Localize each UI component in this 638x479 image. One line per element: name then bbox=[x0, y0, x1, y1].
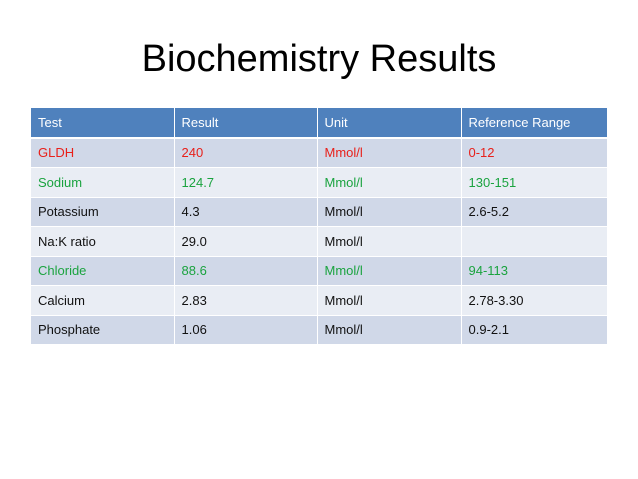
results-table: Test Result Unit Reference Range GLDH 24… bbox=[31, 108, 607, 345]
cell-unit: Mmol/l bbox=[317, 137, 462, 168]
table-row: Na:K ratio 29.0 Mmol/l bbox=[31, 226, 607, 257]
cell-result: 4.3 bbox=[174, 197, 318, 227]
cell-result: 2.83 bbox=[174, 285, 318, 316]
cell-unit: Mmol/l bbox=[317, 285, 462, 316]
table-row: Phosphate 1.06 Mmol/l 0.9-2.1 bbox=[31, 315, 607, 345]
cell-result: 124.7 bbox=[174, 167, 318, 198]
cell-test: Calcium bbox=[31, 285, 175, 316]
cell-range: 0.9-2.1 bbox=[461, 315, 607, 345]
cell-range: 0-12 bbox=[461, 137, 607, 168]
cell-test: Potassium bbox=[31, 197, 175, 227]
table-header-row: Test Result Unit Reference Range bbox=[31, 108, 607, 139]
table-row: Chloride 88.6 Mmol/l 94-113 bbox=[31, 256, 607, 286]
header-unit: Unit bbox=[317, 108, 462, 139]
cell-test: Phosphate bbox=[31, 315, 175, 345]
cell-test: Chloride bbox=[31, 256, 175, 286]
cell-result: 88.6 bbox=[174, 256, 318, 286]
page-title: Biochemistry Results bbox=[141, 38, 497, 80]
cell-range bbox=[461, 226, 607, 257]
cell-unit: Mmol/l bbox=[317, 315, 462, 345]
cell-test: Sodium bbox=[31, 167, 175, 198]
cell-result: 240 bbox=[174, 137, 318, 168]
header-reference-range: Reference Range bbox=[461, 108, 607, 139]
header-result: Result bbox=[174, 108, 318, 139]
cell-range: 130-151 bbox=[461, 167, 607, 198]
cell-range: 2.6-5.2 bbox=[461, 197, 607, 227]
header-test: Test bbox=[31, 108, 175, 139]
table-row: Sodium 124.7 Mmol/l 130-151 bbox=[31, 167, 607, 198]
cell-unit: Mmol/l bbox=[317, 167, 462, 198]
cell-test: GLDH bbox=[31, 137, 175, 168]
table-row: Potassium 4.3 Mmol/l 2.6-5.2 bbox=[31, 197, 607, 227]
cell-test: Na:K ratio bbox=[31, 226, 175, 257]
cell-range: 2.78-3.30 bbox=[461, 285, 607, 316]
cell-unit: Mmol/l bbox=[317, 226, 462, 257]
table-row: GLDH 240 Mmol/l 0-12 bbox=[31, 137, 607, 168]
table-row: Calcium 2.83 Mmol/l 2.78-3.30 bbox=[31, 285, 607, 316]
cell-unit: Mmol/l bbox=[317, 197, 462, 227]
cell-unit: Mmol/l bbox=[317, 256, 462, 286]
cell-range: 94-113 bbox=[461, 256, 607, 286]
cell-result: 29.0 bbox=[174, 226, 318, 257]
cell-result: 1.06 bbox=[174, 315, 318, 345]
